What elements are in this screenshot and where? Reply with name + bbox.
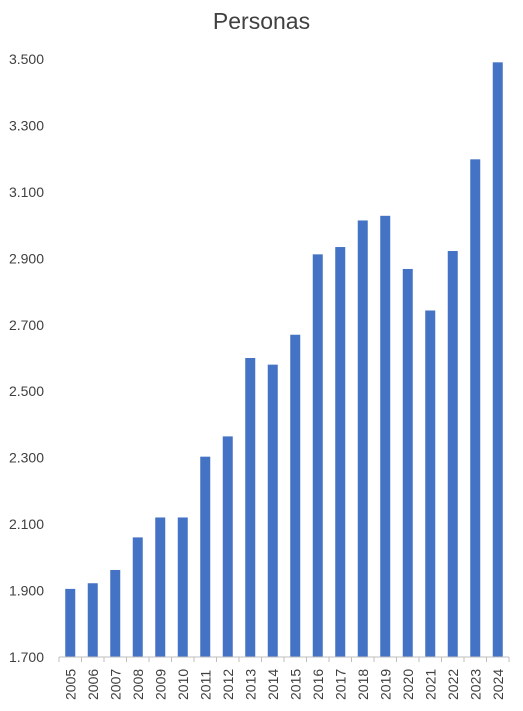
bar-2016 [312, 254, 323, 657]
bar-2014 [267, 364, 278, 657]
x-tick-label: 2009 [152, 669, 168, 700]
x-tick-label: 2013 [242, 669, 258, 700]
bar-2010 [177, 517, 188, 657]
x-tick-label: 2023 [467, 669, 483, 700]
x-tick-label: 2024 [490, 669, 506, 700]
bar-2012 [222, 436, 233, 657]
y-tick-label: 3.300 [9, 117, 44, 133]
bar-series [65, 62, 503, 658]
bar-2006 [87, 583, 98, 657]
bar-2007 [110, 569, 121, 657]
y-tick-label: 2.700 [9, 317, 44, 333]
x-tick-label: 2011 [197, 670, 213, 700]
bar-2018 [357, 220, 368, 657]
y-tick-label: 3.500 [9, 51, 44, 67]
x-tick-label: 2007 [107, 669, 123, 700]
x-tick-label: 2016 [310, 669, 326, 700]
x-tick-label: 2019 [377, 669, 393, 700]
x-tick-label: 2018 [355, 669, 371, 700]
bar-2005 [65, 588, 76, 657]
x-tick-label: 2017 [332, 669, 348, 700]
chart-title: Personas [212, 8, 311, 34]
bar-2008 [132, 537, 143, 657]
x-axis-tick-labels: 2005 2006 2007 2008 2009 2010 2011 2012 2013 2014… [62, 669, 506, 700]
y-tick-label: 2.500 [9, 383, 44, 399]
y-tick-label: 2.300 [9, 450, 44, 466]
x-tick-label: 2006 [85, 669, 101, 700]
bar-2009 [155, 517, 166, 657]
bar-2019 [380, 215, 391, 657]
bar-2020 [402, 268, 413, 657]
x-tick-label: 2012 [220, 669, 236, 700]
x-axis [58, 656, 510, 662]
bar-2021 [425, 310, 436, 657]
bar-2023 [470, 159, 481, 657]
bar-2011 [200, 456, 211, 657]
x-tick-label: 2005 [62, 669, 78, 700]
y-axis-tick-labels: 1.700 1.900 2.100 2.300 2.500 2.700 2.900 3.100… [9, 51, 44, 665]
x-tick-label: 2021 [422, 669, 438, 700]
x-tick-label: 2020 [400, 669, 416, 700]
bar-2013 [245, 358, 256, 657]
y-tick-label: 1.900 [9, 583, 44, 599]
y-tick-label: 1.700 [9, 649, 44, 665]
bar-2022 [447, 251, 458, 657]
bar-2015 [290, 334, 301, 657]
x-tick-label: 2008 [130, 669, 146, 700]
y-tick-label: 2.900 [9, 250, 44, 266]
bar-2024 [492, 62, 503, 657]
x-tick-label: 2010 [175, 669, 191, 700]
y-tick-label: 3.100 [9, 184, 44, 200]
bar-2017 [335, 247, 346, 658]
x-tick-label: 2014 [265, 669, 281, 700]
x-tick-label: 2015 [287, 669, 303, 700]
y-tick-label: 2.100 [9, 516, 44, 532]
x-tick-label: 2022 [445, 669, 461, 700]
